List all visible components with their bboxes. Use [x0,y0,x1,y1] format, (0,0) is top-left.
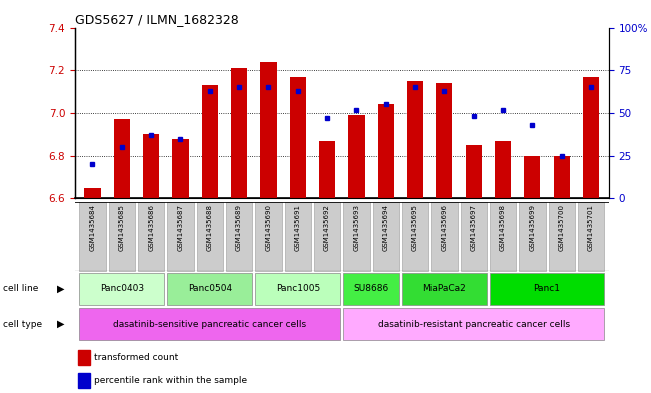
Text: GSM1435696: GSM1435696 [441,204,447,252]
Bar [407,81,423,198]
Text: Panc1005: Panc1005 [275,285,320,293]
Bar [78,350,90,365]
Text: GSM1435694: GSM1435694 [383,204,389,252]
Bar [231,68,247,198]
Text: GSM1435687: GSM1435687 [178,204,184,252]
Text: GSM1435693: GSM1435693 [353,204,359,252]
Text: GSM1435692: GSM1435692 [324,204,330,252]
Text: ▶: ▶ [57,284,65,294]
FancyBboxPatch shape [79,308,340,340]
FancyBboxPatch shape [549,202,575,271]
FancyBboxPatch shape [402,273,487,305]
Text: cell type: cell type [3,320,42,329]
Text: MiaPaCa2: MiaPaCa2 [422,285,466,293]
Text: GSM1435697: GSM1435697 [471,204,477,252]
Bar [554,156,570,198]
Bar [524,156,540,198]
FancyBboxPatch shape [109,202,135,271]
Bar [319,141,335,198]
Text: Panc0403: Panc0403 [100,285,144,293]
FancyBboxPatch shape [167,273,253,305]
Text: cell line: cell line [3,285,38,293]
FancyBboxPatch shape [138,202,164,271]
Text: percentile rank within the sample: percentile rank within the sample [94,376,247,385]
Bar [78,373,90,388]
FancyBboxPatch shape [79,273,164,305]
Text: transformed count: transformed count [94,353,178,362]
FancyBboxPatch shape [402,202,428,271]
Text: SU8686: SU8686 [353,285,389,293]
Bar [143,134,159,198]
FancyBboxPatch shape [343,308,604,340]
Bar [436,83,452,198]
FancyBboxPatch shape [460,202,487,271]
FancyBboxPatch shape [197,202,223,271]
Text: dasatinib-sensitive pancreatic cancer cells: dasatinib-sensitive pancreatic cancer ce… [113,320,307,329]
Text: GSM1435689: GSM1435689 [236,204,242,252]
FancyBboxPatch shape [490,202,516,271]
Text: GSM1435701: GSM1435701 [588,204,594,252]
Text: dasatinib-resistant pancreatic cancer cells: dasatinib-resistant pancreatic cancer ce… [378,320,570,329]
Text: GSM1435699: GSM1435699 [529,204,535,252]
FancyBboxPatch shape [255,202,282,271]
Text: GSM1435684: GSM1435684 [89,204,96,252]
Bar [85,188,100,198]
FancyBboxPatch shape [314,202,340,271]
Text: GSM1435695: GSM1435695 [412,204,418,252]
FancyBboxPatch shape [167,202,193,271]
Text: GSM1435685: GSM1435685 [118,204,125,252]
Text: GSM1435691: GSM1435691 [295,204,301,252]
FancyBboxPatch shape [578,202,604,271]
Bar [202,85,218,198]
FancyBboxPatch shape [226,202,253,271]
Bar [114,119,130,198]
Bar [495,141,511,198]
FancyBboxPatch shape [372,202,399,271]
FancyBboxPatch shape [490,273,604,305]
Bar [260,62,277,198]
Text: GSM1435686: GSM1435686 [148,204,154,252]
FancyBboxPatch shape [343,202,370,271]
FancyBboxPatch shape [284,202,311,271]
FancyBboxPatch shape [519,202,546,271]
Bar [348,115,365,198]
Bar [290,77,306,198]
FancyBboxPatch shape [79,202,105,271]
Text: GDS5627 / ILMN_1682328: GDS5627 / ILMN_1682328 [75,13,239,26]
Bar [583,77,599,198]
Bar [173,139,189,198]
Bar [465,145,482,198]
FancyBboxPatch shape [343,273,399,305]
Bar [378,105,394,198]
FancyBboxPatch shape [255,273,340,305]
Text: GSM1435688: GSM1435688 [207,204,213,252]
Text: GSM1435700: GSM1435700 [559,204,565,252]
Text: GSM1435690: GSM1435690 [266,204,271,252]
Text: ▶: ▶ [57,319,65,329]
Text: Panc1: Panc1 [534,285,561,293]
FancyBboxPatch shape [431,202,458,271]
Text: Panc0504: Panc0504 [187,285,232,293]
Text: GSM1435698: GSM1435698 [500,204,506,252]
